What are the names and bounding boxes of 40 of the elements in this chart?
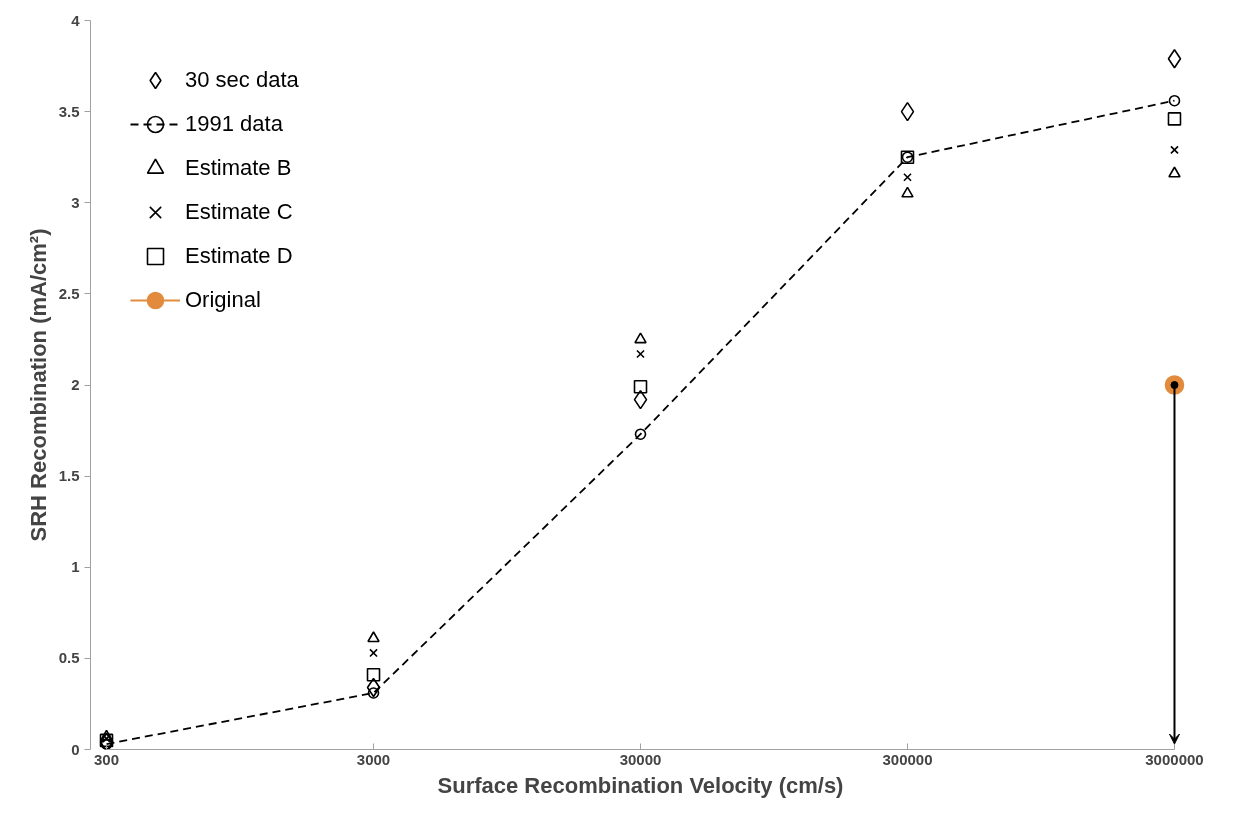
- point: [366, 677, 381, 698]
- point: [634, 332, 647, 344]
- x-tick-label: 30000: [619, 750, 662, 768]
- x-axis-title: Surface Recombination Velocity (cm/s): [437, 772, 844, 798]
- y-tick-label: 2.5: [58, 284, 80, 302]
- point: [366, 667, 381, 682]
- point: [1170, 145, 1179, 155]
- point: [1168, 166, 1181, 178]
- y-tick-label: 0.5: [58, 649, 80, 667]
- legend-label: 1991 data: [185, 111, 283, 137]
- y-tick-label: 3: [71, 193, 80, 211]
- point: [903, 172, 912, 182]
- x-tick-label: 300000: [882, 750, 933, 768]
- y-tick-label: 3.5: [58, 102, 80, 120]
- y-tick-label: 4: [71, 11, 81, 29]
- legend-label: Estimate C: [185, 199, 293, 225]
- point: [367, 631, 380, 643]
- point: [901, 186, 914, 198]
- point: [1164, 375, 1185, 395]
- x-tick-label: 300: [94, 750, 120, 768]
- x-tick-label: 3000000: [1145, 750, 1204, 768]
- point: [633, 389, 648, 410]
- point: [1168, 94, 1181, 107]
- legend-label: 30 sec data: [185, 67, 299, 93]
- legend-label: Estimate B: [185, 155, 292, 181]
- point: [636, 349, 645, 359]
- legend-label: Estimate D: [185, 243, 293, 269]
- y-tick-label: 2: [71, 376, 80, 393]
- x-tick-label: 3000: [356, 750, 391, 768]
- point: [633, 380, 648, 394]
- y-tick-label: 1: [71, 558, 80, 576]
- y-axis-title: SRH Recombination (mA/cm²): [25, 228, 51, 542]
- y-tick-label: 0: [71, 740, 80, 758]
- y-tick-label: 1.5: [58, 467, 80, 485]
- point: [369, 648, 378, 658]
- point: [900, 101, 915, 122]
- legend-label: Original: [185, 287, 261, 313]
- point: [1167, 48, 1182, 69]
- point: [1167, 112, 1182, 126]
- point: [634, 428, 647, 440]
